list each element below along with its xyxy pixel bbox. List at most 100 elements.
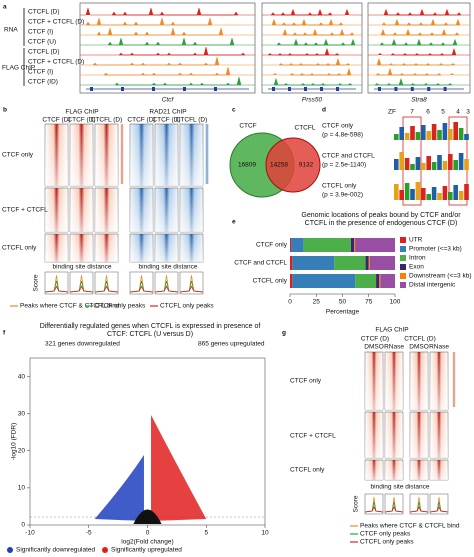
- heatmap-fade: [385, 412, 403, 458]
- zf-number: 5: [441, 109, 445, 116]
- logo-letter: [431, 124, 437, 140]
- bar-segment: [290, 238, 292, 252]
- profile-line: [69, 275, 94, 293]
- annotation: 865 genes upregulated: [198, 341, 265, 348]
- heatmap-fade: [155, 124, 178, 186]
- profile-box: [384, 493, 404, 515]
- logo-letter: [431, 162, 437, 170]
- x-label: Percentage: [326, 309, 360, 316]
- profile-box: [69, 271, 94, 295]
- y-label: Score: [33, 274, 40, 291]
- x-tick-label: 75: [365, 299, 373, 306]
- column-label: CTCFL (D): [91, 117, 123, 124]
- panel-letter: c: [232, 107, 236, 114]
- color-scale: [120, 124, 124, 184]
- legend-entry: Distal intergenic: [409, 282, 456, 289]
- logo-letter: [437, 193, 442, 200]
- profile-line: [179, 275, 204, 293]
- motif-name: CTCFL only: [322, 183, 357, 190]
- column-label: CTCF (D): [127, 117, 155, 124]
- coverage-track: [80, 76, 255, 86]
- y-tick-label: 0: [21, 522, 25, 529]
- heatmap-fade: [130, 124, 153, 186]
- track-box: [367, 2, 471, 94]
- heatmap-fade: [70, 234, 93, 262]
- coverage-track: [80, 27, 255, 36]
- panel-letter: b: [3, 107, 7, 114]
- profile-box: [179, 271, 204, 295]
- track-box: [261, 2, 363, 94]
- column-label: CTCFL (D): [404, 336, 436, 343]
- profile-line: [429, 496, 449, 513]
- heatmap-fade: [95, 234, 118, 262]
- coverage-track: [80, 46, 255, 56]
- group-label: RNA: [4, 27, 18, 34]
- venn-ctcfl: [265, 137, 321, 193]
- heatmap-fade: [45, 234, 68, 262]
- legend-swatch: [400, 237, 406, 243]
- legend-entry: CTCFL only peaks: [160, 303, 214, 310]
- bar-segment: [290, 256, 293, 270]
- x-tick-label: 50: [339, 299, 347, 306]
- coverage-track: [368, 8, 470, 16]
- profile-line: [384, 506, 404, 513]
- coverage-track: [262, 38, 362, 46]
- venn-label: CTCF: [239, 123, 256, 130]
- coverage-track: [262, 28, 362, 36]
- cloud-up: [151, 415, 207, 521]
- coverage-track: [262, 77, 362, 86]
- logo-letter: [458, 191, 464, 200]
- bar-segment: [365, 256, 369, 270]
- exon: [272, 87, 275, 91]
- color-scale: [452, 352, 456, 407]
- heatmap-fade: [430, 352, 448, 410]
- heatmap-fade: [180, 124, 203, 186]
- heatmap-fade: [385, 460, 403, 480]
- track-label: CTCF + CTCFL (D): [28, 19, 84, 26]
- category-label: CTCF and CTCFL: [234, 260, 287, 267]
- logo-letter: [410, 164, 415, 170]
- coverage-track: [262, 67, 362, 76]
- logo-letter: [437, 155, 442, 170]
- profile-line: [94, 285, 119, 293]
- logo-letter: [421, 163, 426, 170]
- cloud-ns: [133, 509, 162, 524]
- legend-entry: UTR: [409, 237, 423, 244]
- heatmap-fade: [180, 188, 203, 232]
- heatmap-fade: [365, 412, 383, 458]
- legend-swatch: [400, 255, 406, 261]
- heatmap-fade: [45, 124, 68, 186]
- legend-swatch: [400, 246, 406, 252]
- annotation: 321 genes downregulated: [45, 341, 120, 348]
- coverage-track: [368, 77, 470, 86]
- x-label: log2(Fold change): [121, 539, 173, 546]
- coverage-track: [262, 18, 362, 26]
- cloud-down: [94, 455, 144, 521]
- column-label: CTCF (D): [42, 117, 70, 124]
- legend-swatch: [400, 282, 406, 288]
- logo-letter: [404, 158, 410, 170]
- legend-entry: Significantly downregulated: [16, 547, 96, 554]
- category-label: CTCF only: [256, 242, 288, 249]
- heatmap-fade: [180, 234, 203, 262]
- motif-p: (p = 2.5e-1140): [322, 162, 366, 169]
- heatmap-fade: [155, 188, 178, 232]
- logo-letter: [404, 133, 410, 140]
- zf-label: ZF: [388, 109, 396, 116]
- coverage-track: [368, 47, 470, 56]
- profile-line: [44, 285, 69, 293]
- profile-box: [429, 493, 449, 515]
- bar-segment: [379, 274, 381, 288]
- category-label: CTCFL only: [253, 278, 288, 285]
- profile-line: [69, 285, 94, 293]
- coverage-track: [368, 28, 470, 36]
- exon: [443, 87, 447, 91]
- coverage-track: [262, 47, 362, 56]
- plot-frame: [29, 357, 266, 526]
- track-label: CTCF (U): [28, 39, 56, 46]
- profile-line: [154, 285, 179, 293]
- heatmap-fade: [45, 188, 68, 232]
- coverage-track: [368, 38, 470, 46]
- venn-count: 9132: [299, 162, 314, 169]
